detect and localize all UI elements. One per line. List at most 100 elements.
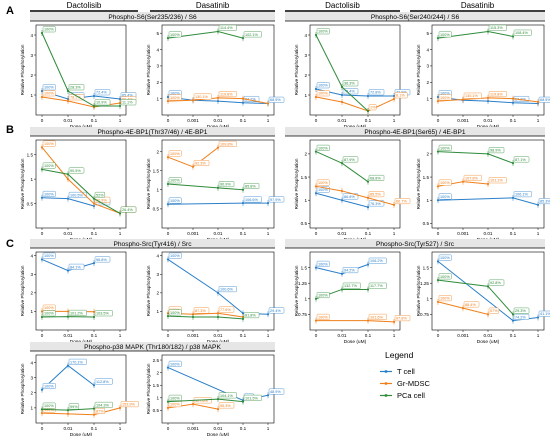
data-label-box [243,183,260,189]
data-label-box [488,177,507,184]
data-label: 100% [440,256,450,260]
data-label: 100% [318,146,328,150]
y-tick-label: 4 [30,254,33,259]
x-tick-label: 0.1 [510,333,517,338]
data-label-box [42,162,56,169]
chart-c6: 0.5 1 1.5 2 2.5 0 0.001 0.01 0.1 1 Dose (uM) Relati… [146,354,285,436]
data-label-box [68,84,85,91]
data-label: 100% [44,384,54,388]
data-label-box [488,307,500,314]
series-line-gr-mdsc [315,185,395,206]
data-label-box [42,252,56,259]
data-label: 100% [170,362,180,366]
data-label-box [218,392,237,399]
data-label-box [513,191,532,198]
chart-title-strip [285,12,545,21]
legend-item-label: T cell [397,367,415,376]
y-tick-label: 1 [426,198,429,203]
data-label-box [342,267,359,274]
x-tick-label: 0.001 [187,118,199,123]
data-label: 87.3% [195,309,206,313]
y-tick-label: 1.5 [27,152,34,157]
data-label: 94.2% [344,269,355,273]
data-label-box [268,96,285,103]
x-tick-label: 0.001 [457,118,469,123]
data-label-box [42,84,56,91]
data-label: 100% [318,84,328,88]
x-tick-label: 0.1 [91,231,98,236]
data-label: 26.4% [122,208,133,212]
x-tick-label: 0.1 [365,118,372,123]
data-label-box [438,273,452,280]
data-label-box [513,29,532,36]
data-label-box [488,279,505,286]
data-label: 100% [170,199,180,203]
x-tick-label: 0.01 [484,231,493,236]
data-label-box [168,177,182,184]
data-label-box [342,88,359,95]
y-tick-label: 5 [426,31,429,36]
x-tick-label: 0.001 [457,231,469,236]
data-label: 102.1% [245,33,259,37]
data-label: 87% [96,409,104,413]
x-tick-label: 0.1 [240,333,247,338]
chart-c4: 0.75 1 1.25 1.5 0 0.001 0.01 0.1 1 Dose (uM) Relat… [416,251,550,345]
chart-a1: Phospho-S6(Ser235/236) / S6 1 2 3 4 0 0.01 0.1 1… [20,12,275,130]
data-label-box [120,206,137,213]
data-label: 100% [170,254,180,258]
y-tick-label: 3 [156,64,159,69]
data-label-box [94,407,106,414]
data-label: 101.1% [490,179,504,183]
data-label-box [94,256,111,263]
data-label-box [42,26,56,33]
data-label-box [316,313,330,320]
y-tick-label: 1 [426,297,429,302]
x-tick-label: 0 [167,118,170,123]
data-label-box [316,179,330,186]
data-label-box [42,190,56,197]
data-label: 85.5% [370,193,381,197]
data-label: 90.9% [220,183,231,187]
data-label: 130.1% [465,94,479,98]
data-label: 170.1% [70,360,84,364]
data-label-box [94,89,111,96]
data-label-box [68,263,85,270]
panel-letter-b: B [6,124,14,136]
y-axis-label: Relative Phosphorylation [416,44,421,95]
plot-area [35,24,127,116]
y-tick-label: 1.5 [153,168,160,173]
x-tick-label: 0.01 [338,118,347,123]
y-tick-label: 4 [304,33,307,38]
data-label: 100% [44,28,54,32]
y-tick-label: 1 [156,96,159,101]
data-label: 100% [440,195,450,199]
y-tick-label: 2 [30,73,33,78]
x-tick-label: 0.1 [510,118,517,123]
data-label: 119.8% [220,93,233,97]
y-axis-label: Relative Phosphorylation [416,158,421,209]
data-label-box [68,403,80,410]
data-label-box [513,313,530,320]
y-tick-label: 2 [426,152,429,157]
data-label-box [120,401,139,408]
data-label-box [168,394,182,401]
data-label-box [94,99,111,106]
data-label-box [218,140,237,147]
data-label: 77.6% [220,308,231,312]
data-label: 100% [44,254,54,258]
data-label: 100% [318,262,328,266]
data-label: 100% [318,315,328,319]
data-label-box [488,147,505,154]
data-label-box [243,31,262,38]
data-label-box [68,167,85,174]
y-tick-label: 2 [156,80,159,85]
y-tick-label: 1 [426,96,429,101]
x-tick-label: 0 [167,231,170,236]
y-tick-label: 2 [156,291,159,296]
x-tick-label: 1 [119,426,122,431]
y-tick-label: 3 [30,53,33,58]
data-label: 100% [44,164,54,168]
x-tick-label: 0.1 [365,333,372,338]
x-tick-label: 1 [537,231,540,236]
y-tick-label: 0.5 [153,207,160,212]
